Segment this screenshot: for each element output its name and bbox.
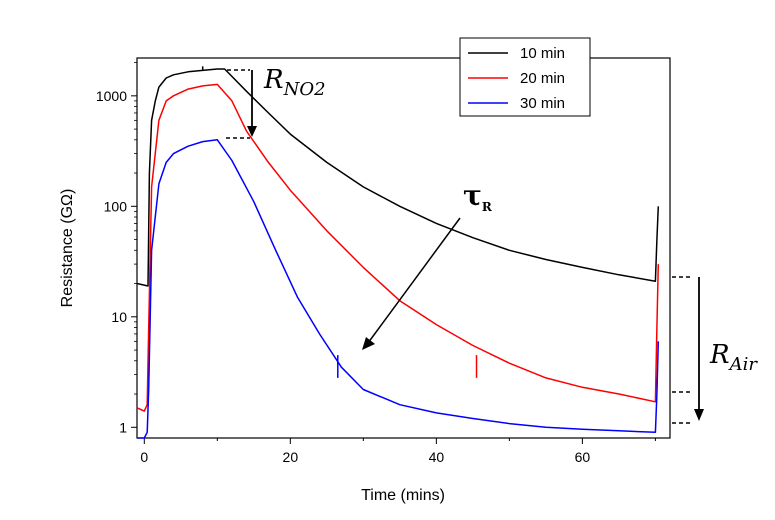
x-axis-title: Time (mins)	[361, 487, 445, 504]
r-no2-label: RNO2	[263, 65, 326, 100]
y-tick-label-100: 100	[104, 198, 128, 214]
series-lines	[136, 68, 660, 439]
x-axis-ticks: 0 20 40 60	[140, 438, 656, 465]
legend-label-20min: 20 min	[520, 70, 565, 87]
x-tick-label-40: 40	[429, 449, 445, 465]
x-tick-label-60: 60	[575, 449, 591, 465]
series-line-10min	[136, 68, 660, 287]
legend-label-10min: 10 min	[520, 45, 565, 62]
tau-r-annotation: τR	[362, 179, 493, 350]
r-no2-arrowhead	[247, 126, 257, 137]
y-axis-title: Resistance (GΩ)	[59, 189, 76, 308]
series-line-20min	[136, 83, 660, 412]
tau-r-arrow	[367, 217, 461, 344]
y-axis-ticks: 1 10 100 1000	[96, 62, 137, 435]
plot-frame	[136, 57, 671, 439]
r-air-label: RAir	[709, 340, 758, 375]
series-markers	[201, 66, 478, 378]
y-tick-label-10: 10	[111, 309, 127, 325]
x-tick-label-0: 0	[140, 449, 148, 465]
legend-label-30min: 30 min	[520, 95, 565, 112]
x-tick-label-20: 20	[283, 449, 299, 465]
legend: 10 min 20 min 30 min	[459, 37, 591, 117]
r-air-arrowhead	[694, 409, 704, 421]
tau-r-label: τR	[463, 179, 493, 214]
r-air-annotation: RAir	[672, 276, 758, 424]
series-line-30min	[137, 139, 660, 439]
y-tick-label-1: 1	[119, 419, 127, 435]
tau-r-arrowhead	[362, 337, 375, 350]
r-no2-annotation: RNO2	[226, 65, 326, 139]
y-tick-label-1000: 1000	[96, 88, 127, 104]
